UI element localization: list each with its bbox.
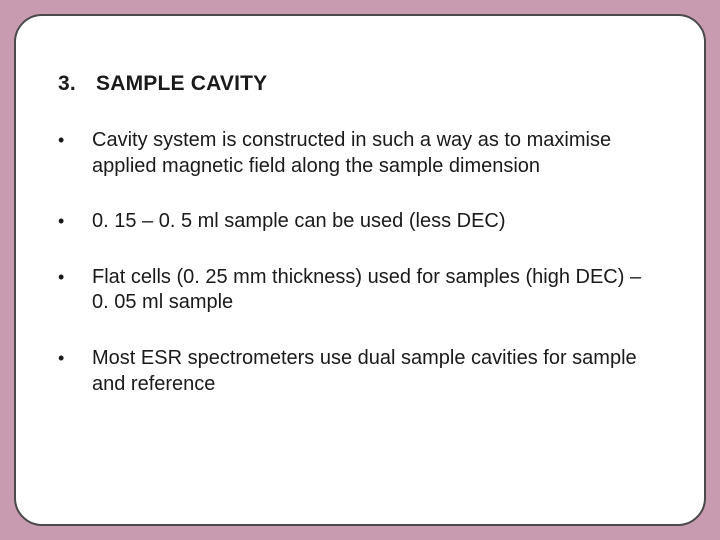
bullet-item: • 0. 15 – 0. 5 ml sample can be used (le… <box>58 209 662 235</box>
bullet-marker-icon: • <box>58 128 92 153</box>
slide-frame: 3. SAMPLE CAVITY • Cavity system is cons… <box>14 14 706 526</box>
bullet-text: 0. 15 – 0. 5 ml sample can be used (less… <box>92 209 662 235</box>
slide-content: 3. SAMPLE CAVITY • Cavity system is cons… <box>58 72 662 484</box>
bullet-item: • Most ESR spectrometers use dual sample… <box>58 346 662 397</box>
bullet-text: Most ESR spectrometers use dual sample c… <box>92 346 662 397</box>
bullet-item: • Flat cells (0. 25 mm thickness) used f… <box>58 265 662 316</box>
heading-text: SAMPLE CAVITY <box>90 72 267 96</box>
slide-heading: 3. SAMPLE CAVITY <box>58 72 662 96</box>
bullet-item: • Cavity system is constructed in such a… <box>58 128 662 179</box>
bullet-marker-icon: • <box>58 265 92 290</box>
bullet-marker-icon: • <box>58 209 92 234</box>
bullet-text: Flat cells (0. 25 mm thickness) used for… <box>92 265 662 316</box>
bullet-marker-icon: • <box>58 346 92 371</box>
heading-number: 3. <box>58 72 90 96</box>
bullet-text: Cavity system is constructed in such a w… <box>92 128 662 179</box>
